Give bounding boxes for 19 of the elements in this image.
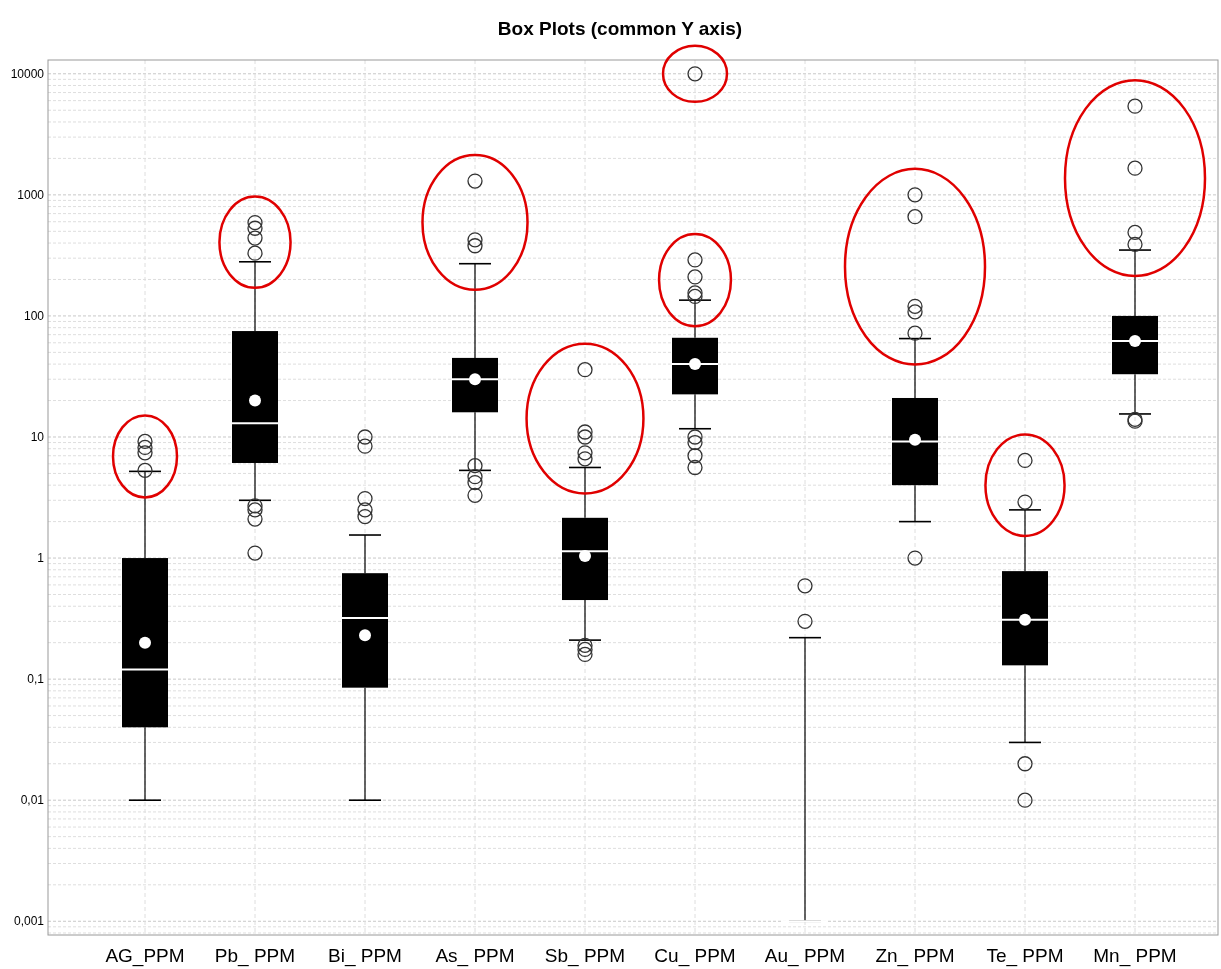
y-tick-label: 10000: [10, 66, 45, 81]
y-tick-label: 0,001: [13, 914, 45, 929]
x-tick-label: Cu_ PPM: [654, 945, 736, 967]
y-tick-label: 10: [30, 430, 45, 445]
y-tick-label: 1000: [17, 188, 45, 203]
x-tick-label: Te_ PPM: [986, 945, 1064, 967]
x-tick-label: As_ PPM: [435, 945, 515, 967]
x-tick-label: Mn_ PPM: [1093, 945, 1177, 967]
y-tick-label: 0,1: [27, 672, 45, 687]
x-tick-label: Sb_ PPM: [544, 945, 626, 967]
x-tick-label: Zn_ PPM: [875, 945, 955, 967]
y-tick-label: 0,01: [20, 793, 45, 808]
x-tick-label: Pb_ PPM: [214, 945, 296, 967]
x-tick-label: Bi_ PPM: [328, 945, 402, 967]
y-tick-label: 1: [37, 551, 45, 566]
y-tick-label: 100: [23, 309, 45, 324]
chart-title: Box Plots (common Y axis): [497, 18, 743, 39]
x-tick-label: AG_PPM: [105, 945, 185, 967]
x-tick-label: Au_ PPM: [764, 945, 846, 967]
